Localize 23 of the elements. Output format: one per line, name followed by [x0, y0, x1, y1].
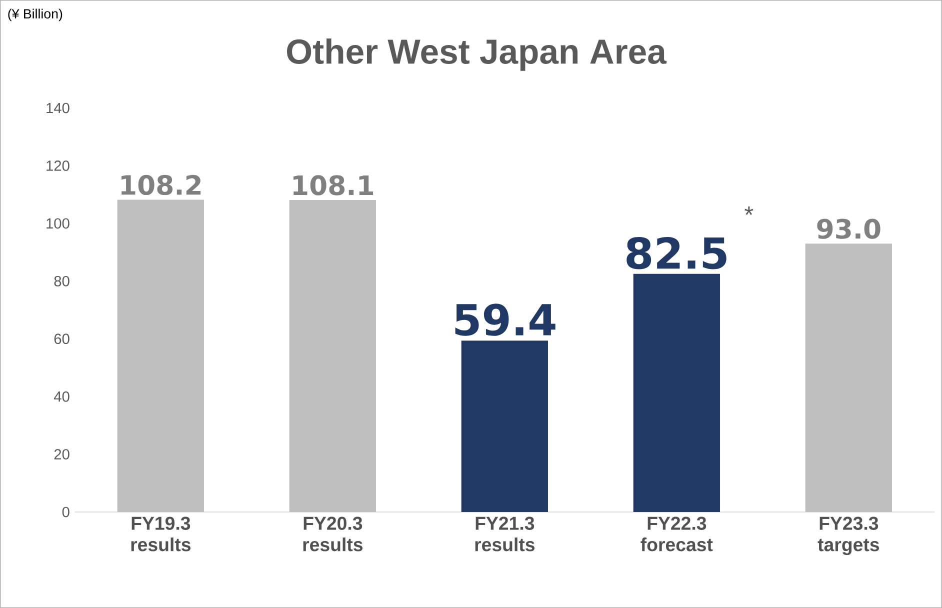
y-tick-label: 140	[46, 102, 70, 114]
x-tick-label: FY20.3 results	[303, 516, 363, 552]
data-label: 82.5	[626, 236, 726, 270]
bar	[461, 340, 548, 512]
annotation: *	[744, 206, 754, 215]
x-tick-label: FY23.3 targets	[818, 516, 880, 556]
y-tick-label: 0	[62, 506, 70, 518]
y-tick-label: 20	[54, 449, 70, 460]
data-label: 108.2	[122, 174, 201, 196]
x-tick-label: FY21.3 results	[475, 516, 535, 552]
data-label: 59.4	[455, 304, 556, 336]
x-tick-label: FY22.3 forecast	[640, 516, 713, 552]
y-tick-label: 120	[46, 160, 70, 171]
y-tick-label: 40	[54, 391, 70, 402]
data-label: 108.1	[294, 175, 374, 196]
bar	[633, 274, 720, 512]
chart-title: Other West Japan Area	[287, 38, 667, 71]
x-tick-label: FY19.3 results	[131, 516, 191, 552]
data-label: 93.0	[817, 218, 880, 239]
y-tick-label: 60	[54, 334, 70, 344]
text: (¥ Billion)	[8, 8, 62, 22]
y-tick-label: 80	[54, 276, 70, 286]
y-tick-label: 100	[46, 218, 70, 229]
